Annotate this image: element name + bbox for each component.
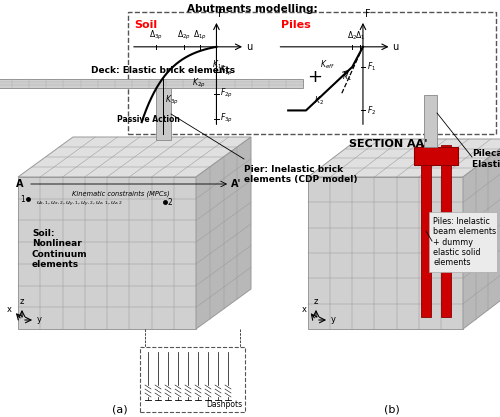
- Text: $K_2$: $K_2$: [314, 94, 324, 107]
- Text: $u_{x,1}, u_{x,2}, u_{y,1}, u_{y,2}, u_{z,1}, u_{z,2}$: $u_{x,1}, u_{x,2}, u_{y,1}, u_{y,2}, u_{…: [36, 200, 123, 209]
- Bar: [424, 95, 437, 147]
- Text: z: z: [20, 297, 24, 306]
- Text: $F_{2p}$: $F_{2p}$: [220, 87, 234, 100]
- Text: Abutments modelling:: Abutments modelling:: [186, 4, 318, 14]
- Text: y: y: [331, 316, 336, 324]
- Text: (b): (b): [384, 405, 400, 415]
- Text: (a): (a): [112, 405, 128, 415]
- Bar: [421, 145, 431, 317]
- Text: x: x: [302, 306, 307, 314]
- Polygon shape: [18, 137, 251, 177]
- Text: SECTION AA': SECTION AA': [349, 139, 427, 149]
- Text: +: +: [308, 68, 322, 86]
- Text: z: z: [314, 297, 318, 306]
- Text: Kinematic constraints (MPCs): Kinematic constraints (MPCs): [72, 191, 170, 197]
- Text: Pilecap:
Elastic brick elements: Pilecap: Elastic brick elements: [472, 149, 500, 169]
- Text: u: u: [246, 42, 252, 52]
- Bar: [441, 145, 451, 317]
- Text: A': A': [231, 179, 241, 189]
- Text: $\Delta_{1p}$: $\Delta_{1p}$: [194, 29, 207, 42]
- Text: $F_1$: $F_1$: [367, 60, 376, 73]
- Text: F: F: [364, 9, 370, 19]
- Polygon shape: [308, 177, 463, 329]
- Text: Passive Action: Passive Action: [118, 115, 180, 124]
- Text: u: u: [392, 42, 398, 52]
- Text: $K_{1p}$: $K_{1p}$: [212, 59, 226, 72]
- Text: $K_{eff}$: $K_{eff}$: [320, 59, 334, 71]
- FancyBboxPatch shape: [429, 212, 497, 272]
- Text: A: A: [16, 179, 24, 189]
- FancyBboxPatch shape: [128, 12, 496, 134]
- Text: $F_2$: $F_2$: [367, 104, 376, 117]
- Bar: [414, 147, 458, 165]
- Text: x: x: [7, 306, 12, 314]
- Text: Piles: Piles: [281, 20, 311, 30]
- Text: $K_{3p}$: $K_{3p}$: [165, 94, 178, 107]
- Text: F: F: [218, 9, 224, 19]
- Text: Soil:
Nonlinear
Continuum
elements: Soil: Nonlinear Continuum elements: [32, 229, 88, 269]
- Text: y: y: [37, 316, 42, 324]
- Text: $\Delta_{2}$: $\Delta_{2}$: [347, 30, 358, 42]
- Text: Deck: Elastic brick elements: Deck: Elastic brick elements: [91, 66, 235, 75]
- Text: Dashpots: Dashpots: [206, 400, 242, 409]
- Polygon shape: [463, 139, 500, 329]
- Polygon shape: [308, 139, 500, 177]
- Polygon shape: [18, 177, 196, 329]
- Text: Soil: Soil: [134, 20, 158, 30]
- Text: $K_1$: $K_1$: [342, 71, 352, 83]
- Text: $\Delta_{1}$: $\Delta_{1}$: [355, 30, 366, 42]
- Text: $F_{1p}$: $F_{1p}$: [220, 65, 234, 78]
- Text: Piles: Inelastic
beam elements
+ dummy
elastic solid
elements: Piles: Inelastic beam elements + dummy e…: [433, 217, 496, 267]
- Text: $\Delta_{3p}$: $\Delta_{3p}$: [149, 29, 163, 42]
- Text: $\Delta_{2p}$: $\Delta_{2p}$: [178, 29, 192, 42]
- Bar: [156, 88, 171, 140]
- Text: $K_{2p}$: $K_{2p}$: [192, 77, 205, 90]
- Polygon shape: [196, 137, 251, 329]
- Bar: [140, 347, 245, 412]
- Bar: [0, 79, 303, 88]
- Text: $F_{3p}$: $F_{3p}$: [220, 112, 234, 126]
- Text: Pier: Inelastic brick
elements (CDP model): Pier: Inelastic brick elements (CDP mode…: [244, 165, 358, 184]
- Text: 1: 1: [20, 194, 25, 203]
- Text: 2: 2: [168, 198, 173, 206]
